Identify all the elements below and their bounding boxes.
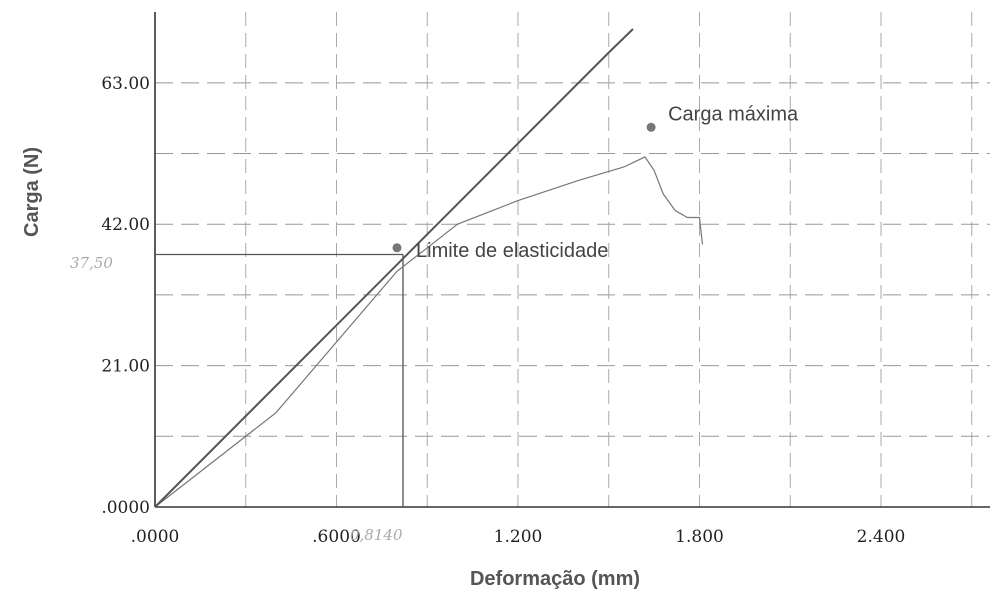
- y-tick-label: 63.00: [101, 74, 150, 94]
- annotation-label: Limite de elasticidade: [416, 240, 608, 262]
- axes: [154, 12, 990, 508]
- annotations-group: Carga máxima Limite de elasticidade: [392, 103, 799, 262]
- reference-lines: [155, 253, 404, 507]
- y-tick-label: 21.00: [101, 357, 150, 377]
- x-tick-label: 2.400: [857, 527, 906, 547]
- y-tick-labels: .0000 21.00 42.00 63.00: [101, 74, 150, 518]
- series-line: [154, 28, 634, 508]
- x-handwritten-value: 0,8140: [350, 526, 403, 544]
- y-axis-title: Carga (N): [21, 147, 43, 237]
- series-group: [154, 28, 704, 508]
- y-tick-label: 42.00: [101, 215, 150, 235]
- x-tick-label: .0000: [131, 527, 180, 547]
- annotation-label: Carga máxima: [668, 103, 799, 125]
- x-tick-label: .6000: [312, 527, 361, 547]
- y-handwritten-value: 37,50: [70, 254, 113, 272]
- grid-lines: [155, 12, 990, 507]
- x-tick-label: 1.200: [494, 527, 543, 547]
- annotation-marker: [646, 122, 656, 132]
- series-line: [154, 156, 704, 508]
- x-axis-title: Deformação (mm): [470, 568, 640, 590]
- annotation-marker: [392, 243, 402, 253]
- x-tick-label: 1.800: [675, 527, 724, 547]
- y-tick-label: .0000: [101, 498, 150, 518]
